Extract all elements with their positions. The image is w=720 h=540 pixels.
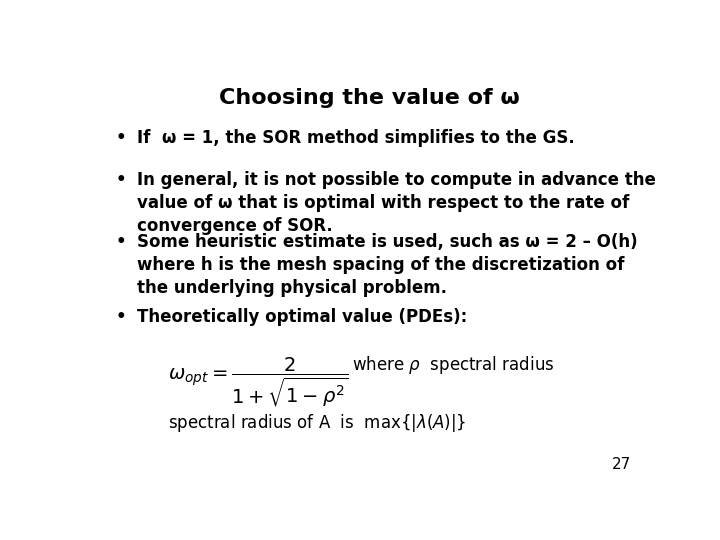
- Text: Theoretically optimal value (PDEs):: Theoretically optimal value (PDEs):: [138, 308, 468, 326]
- Text: •: •: [115, 171, 126, 189]
- Text: Some heuristic estimate is used, such as ω = 2 – O(h)
where h is the mesh spacin: Some heuristic estimate is used, such as…: [138, 233, 638, 297]
- Text: 27: 27: [612, 457, 631, 472]
- Text: •: •: [115, 233, 126, 251]
- Text: Choosing the value of ω: Choosing the value of ω: [219, 87, 519, 107]
- Text: In general, it is not possible to compute in advance the
value of ω that is opti: In general, it is not possible to comput…: [138, 171, 657, 234]
- Text: where $\rho$  spectral radius: where $\rho$ spectral radius: [352, 354, 554, 376]
- Text: spectral radius of A  is  $\max\{|\lambda(A)|\}$: spectral radius of A is $\max\{|\lambda(…: [168, 412, 467, 434]
- Text: If  ω = 1, the SOR method simplifies to the GS.: If ω = 1, the SOR method simplifies to t…: [138, 129, 575, 147]
- Text: •: •: [115, 129, 126, 147]
- Text: $\omega_{opt} = \dfrac{2}{1+\sqrt{1-\rho^2}}$: $\omega_{opt} = \dfrac{2}{1+\sqrt{1-\rho…: [168, 356, 349, 409]
- Text: •: •: [115, 308, 126, 326]
